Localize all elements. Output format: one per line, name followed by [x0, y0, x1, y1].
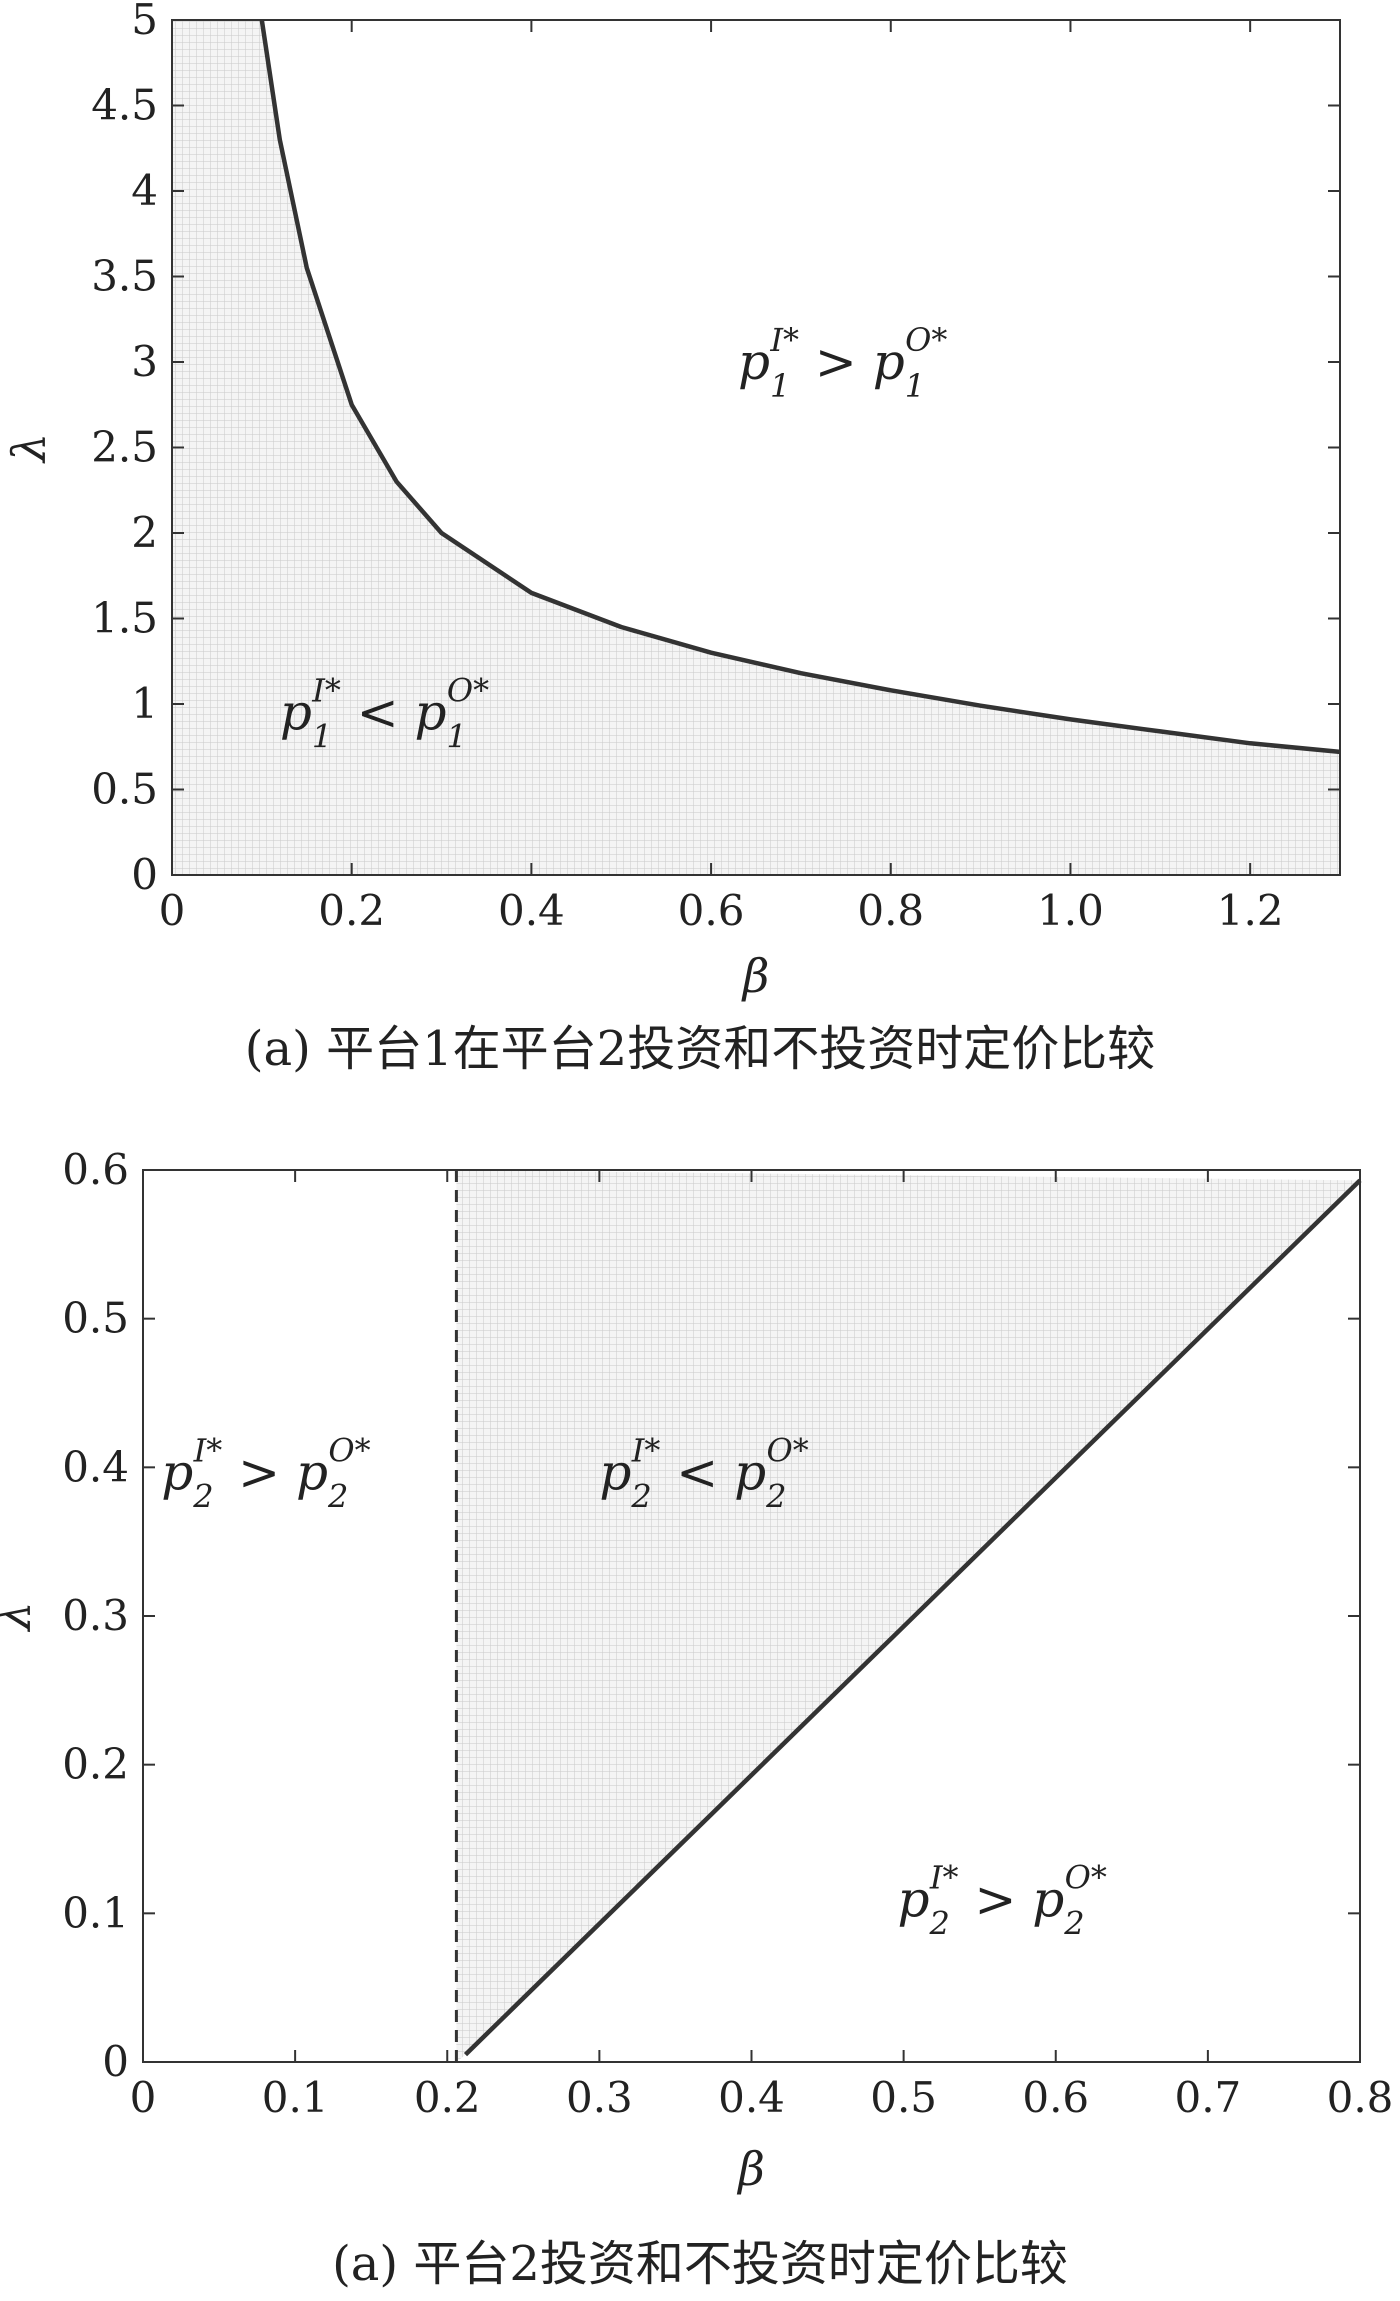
y-tick-label: 0.4 — [62, 1442, 129, 1491]
x-tick-label: 0.7 — [1174, 2073, 1241, 2122]
x-tick-label: 0.3 — [566, 2073, 633, 2122]
y-tick-label: 0 — [131, 850, 158, 899]
y-tick-label: 2 — [131, 508, 158, 557]
figure-caption: (a) 平台1在平台2投资和不投资时定价比较 — [245, 1021, 1155, 1077]
y-tick-label: 4 — [131, 166, 158, 215]
x-tick-label: 0.2 — [414, 2073, 481, 2122]
chart-panel-2: 0 0.1 0.2 0.3 0.4 0.5 0.6 0.7 0.8 0 0.1 0.2 0.3 0.4 0.… — [0, 1145, 1393, 2292]
x-tick-label: 0.5 — [870, 2073, 937, 2122]
region-annotation-3: p2I* > p2O* — [898, 1858, 1107, 1942]
region-annotation-2: p2I* < p2O* — [599, 1432, 808, 1516]
x-tick-label: 0.6 — [1022, 2073, 1089, 2122]
shaded-region — [456, 1170, 1360, 2062]
chart-panel-1: 0 0.2 0.4 0.6 0.8 1.0 1.2 0 0.5 1 1.5 2 2.5 3 3.5 4 4.5 5… — [2, 0, 1341, 1077]
x-tick-label: 1.0 — [1037, 886, 1104, 935]
y-tick-label: 0.1 — [62, 1888, 129, 1937]
y-axis-label: λ — [0, 1601, 41, 1632]
y-tick-label: 0.2 — [62, 1740, 129, 1789]
x-tick-label: 0 — [159, 886, 186, 935]
x-tick-label: 0.8 — [1327, 2073, 1394, 2122]
x-axis-label: β — [736, 2142, 765, 2196]
shaded-region — [172, 20, 1340, 875]
y-tick-label: 0.5 — [62, 1294, 129, 1343]
x-tick-label: 0.4 — [498, 886, 565, 935]
y-tick-label: 5 — [131, 0, 158, 44]
y-tick-label: 1 — [131, 679, 158, 728]
x-tick-label: 0 — [130, 2073, 157, 2122]
y-tick-label: 2.5 — [91, 423, 158, 472]
x-tick-label: 1.2 — [1217, 886, 1284, 935]
region-annotation-1: p1I* > p1O* — [738, 321, 947, 405]
y-tick-label: 3.5 — [91, 252, 158, 301]
x-tick-label: 0.1 — [262, 2073, 329, 2122]
x-axis-label: β — [741, 949, 770, 1003]
boundary-curve-2 — [463, 1178, 1362, 2057]
y-tick-label: 4.5 — [91, 81, 158, 130]
y-tick-label: 0 — [102, 2037, 129, 2086]
boundary-curve-1 — [259, 19, 1341, 755]
region-annotation-1: p2I* > p2O* — [161, 1432, 370, 1516]
region-annotation-2: p1I* < p1O* — [280, 672, 489, 756]
x-tick-label: 0.2 — [318, 886, 385, 935]
y-tick-label: 0.5 — [91, 765, 158, 814]
y-tick-label: 3 — [131, 337, 158, 386]
y-tick-label: 0.3 — [62, 1591, 129, 1640]
x-tick-label: 0.6 — [678, 886, 745, 935]
y-axis-label: λ — [2, 433, 56, 464]
figure-caption: (a) 平台2投资和不投资时定价比较 — [332, 2236, 1068, 2292]
y-tick-label: 0.6 — [62, 1145, 129, 1194]
y-tick-label: 1.5 — [91, 594, 158, 643]
x-tick-label: 0.4 — [718, 2073, 785, 2122]
x-tick-label: 0.8 — [857, 886, 924, 935]
